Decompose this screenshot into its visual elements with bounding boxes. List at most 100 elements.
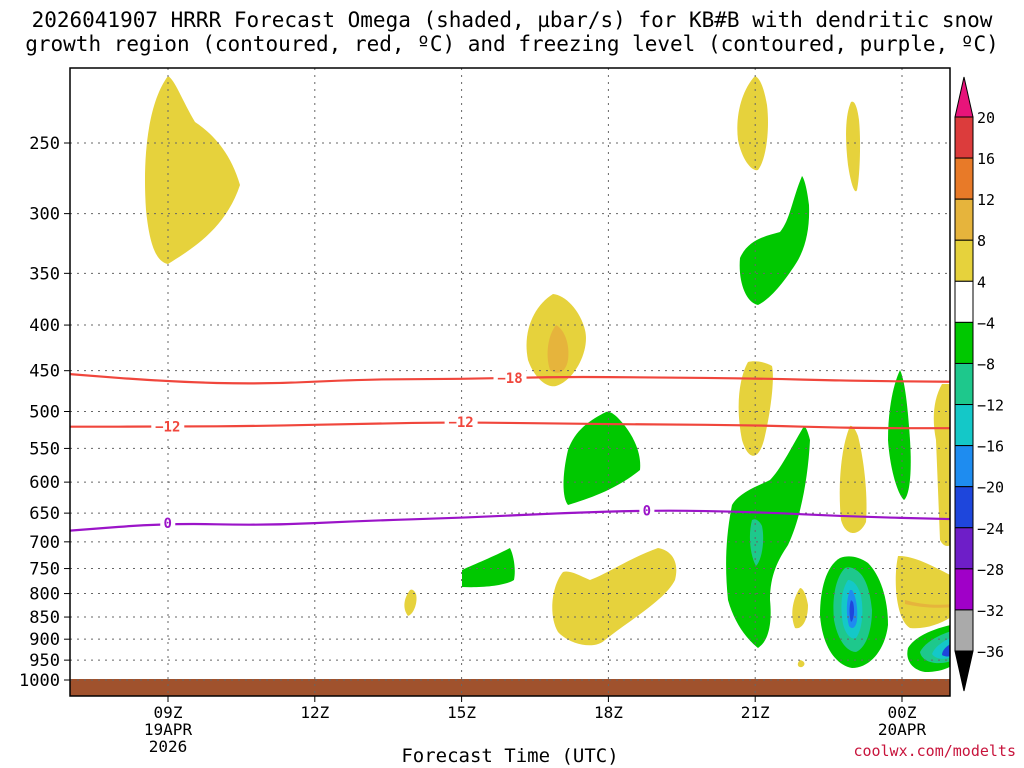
- colorbar-label: 12: [977, 191, 995, 209]
- omega-shading: [144, 76, 950, 672]
- colorbar-segment: [954, 404, 974, 447]
- omega-area: [738, 361, 773, 456]
- colorbar-label: −12: [977, 397, 1004, 415]
- colorbar: 20 16 12 8 4 −4 −8 −12 −16 −20 −24 −28 −32 −36: [954, 76, 1004, 692]
- y-tick-label: 800: [29, 585, 60, 605]
- x-tick-sublabel: 19APR: [144, 720, 193, 739]
- x-tick-label: 21Z: [741, 703, 770, 722]
- x-tick-label: 12Z: [300, 703, 329, 722]
- colorbar-label: −28: [977, 561, 1004, 579]
- omega-area: [462, 548, 515, 588]
- y-tick-label: 850: [29, 608, 60, 628]
- x-tick-label: 09Z: [154, 703, 183, 722]
- contour-label: −18: [497, 371, 522, 387]
- colorbar-segment: [954, 239, 974, 282]
- colorbar-segment: [954, 609, 974, 652]
- colorbar-segment: [954, 362, 974, 406]
- contour-label: −12: [155, 420, 180, 436]
- y-tick-label: 700: [29, 533, 60, 553]
- x-tick-label: 00Z: [888, 703, 917, 722]
- omega-area: [749, 519, 764, 566]
- contour-label-bg: [151, 418, 185, 435]
- omega-area: [933, 384, 950, 546]
- x-tick-sublabel: 2026: [149, 737, 188, 756]
- omega-area: [839, 425, 867, 533]
- x-tick-label: 15Z: [447, 703, 476, 722]
- chart-title-line-1: 2026041907 HRRR Forecast Omega (shaded, …: [31, 8, 993, 32]
- omega-area: [144, 76, 240, 264]
- y-tick-label: 350: [29, 264, 60, 284]
- contour-label-bg: [493, 369, 527, 386]
- contour-label-bg: [444, 414, 478, 431]
- omega-area: [726, 426, 810, 648]
- colorbar-label: −4: [977, 314, 995, 332]
- y-tick-label: 750: [29, 560, 60, 580]
- colorbar-label: −8: [977, 355, 995, 373]
- colorbar-label: −24: [977, 520, 1004, 538]
- colorbar-label: −36: [977, 643, 1004, 661]
- colorbar-label: −20: [977, 479, 1004, 497]
- x-tick-label: 18Z: [594, 703, 623, 722]
- omega-area: [846, 101, 861, 192]
- colorbar-label: −16: [977, 438, 1004, 456]
- chart-title-line-2: growth region (contoured, red, ºC) and f…: [25, 32, 999, 56]
- credit-text: coolwx.com/modelts: [853, 742, 1016, 760]
- colorbar-label: 8: [977, 232, 986, 250]
- contour-label: 0: [643, 503, 651, 519]
- colorbar-segment: [954, 116, 974, 159]
- contour-label: −12: [448, 415, 473, 431]
- omega-area: [888, 370, 911, 500]
- colorbar-segment: [954, 321, 974, 364]
- y-tick-label: 450: [29, 362, 60, 382]
- colorbar-label: 16: [977, 150, 995, 168]
- y-tick-label: 400: [29, 316, 60, 336]
- colorbar-label: −32: [977, 602, 1004, 620]
- colorbar-segment: [954, 280, 974, 323]
- colorbar-segment: [954, 445, 974, 488]
- colorbar-label: 4: [977, 273, 986, 291]
- omega-area: [849, 600, 855, 622]
- colorbar-label: 20: [977, 109, 995, 127]
- y-axis: 2503003504004505005506006507007508008509…: [19, 134, 70, 691]
- y-tick-label: 650: [29, 504, 60, 524]
- omega-area: [552, 548, 677, 646]
- colorbar-bottom-triangle: [954, 650, 974, 692]
- omega-area: [797, 660, 805, 668]
- colorbar-segment: [954, 568, 974, 611]
- omega-area: [737, 76, 768, 171]
- colorbar-segment: [954, 198, 974, 241]
- contour-label-bg: [639, 502, 655, 519]
- y-tick-label: 900: [29, 630, 60, 650]
- y-tick-label: 250: [29, 134, 60, 154]
- contour-labels: −18 −12 −12 0 0: [151, 369, 655, 532]
- terrain-band: [70, 679, 950, 696]
- omega-area: [404, 589, 417, 616]
- x-tick-sublabel: 20APR: [878, 720, 927, 739]
- omega-area: [942, 644, 950, 657]
- omega-area: [895, 555, 950, 629]
- omega-area: [905, 600, 950, 608]
- y-tick-label: 950: [29, 651, 60, 671]
- contour-line: [70, 373, 950, 385]
- colorbar-segment: [954, 157, 974, 200]
- omega-area: [792, 588, 808, 629]
- omega-area: [563, 411, 641, 505]
- temperature-contours: [70, 373, 950, 532]
- colorbar-segment: [954, 527, 974, 570]
- contour-label-bg: [160, 515, 176, 532]
- y-tick-label: 500: [29, 403, 60, 423]
- omega-area: [739, 176, 810, 305]
- contour-line: [70, 421, 950, 430]
- y-tick-label: 300: [29, 205, 60, 225]
- y-tick-label: 1000: [19, 671, 60, 691]
- plot-frame: [69, 67, 951, 697]
- contour-label: 0: [164, 516, 172, 532]
- colorbar-top-triangle: [954, 76, 974, 118]
- omega-area: [547, 325, 569, 373]
- contour-line: [70, 509, 950, 532]
- x-axis-title: Forecast Time (UTC): [401, 745, 619, 767]
- y-tick-label: 600: [29, 473, 60, 493]
- y-tick-label: 550: [29, 439, 60, 459]
